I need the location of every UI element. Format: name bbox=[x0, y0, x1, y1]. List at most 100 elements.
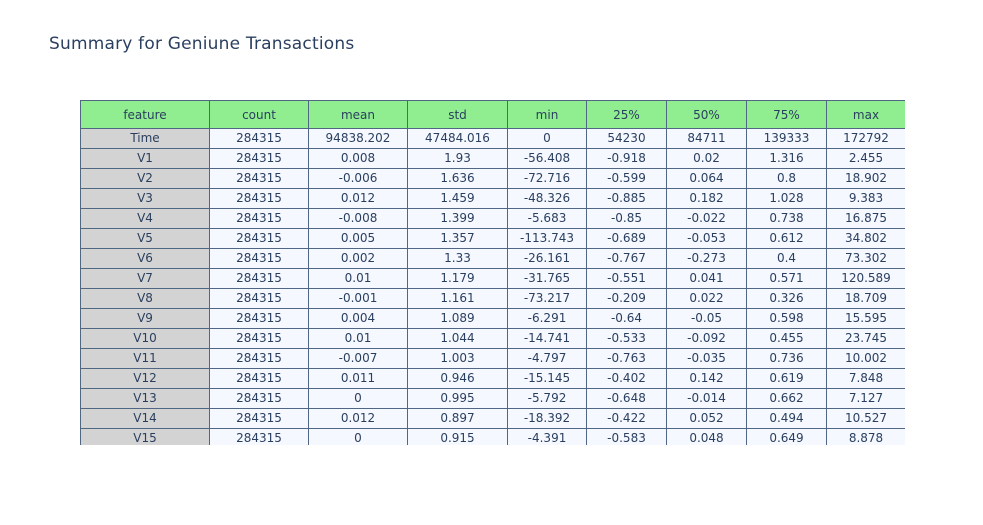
feature-cell: V9 bbox=[80, 308, 210, 329]
value-cell: 284315 bbox=[209, 188, 309, 209]
value-cell: 284315 bbox=[209, 128, 309, 149]
value-cell: 0.649 bbox=[746, 428, 827, 445]
value-cell: -0.008 bbox=[308, 208, 408, 229]
value-cell: 1.179 bbox=[407, 268, 508, 289]
table-row: V8 284315 -0.001 1.161 -73.217 -0.209 0.022 0.3… bbox=[80, 288, 905, 309]
value-cell: 139333 bbox=[746, 128, 827, 149]
value-cell: 0.662 bbox=[746, 388, 827, 409]
value-cell: -0.007 bbox=[308, 348, 408, 369]
value-cell: 0.002 bbox=[308, 248, 408, 269]
value-cell: 0.052 bbox=[666, 408, 747, 429]
value-cell: 9.383 bbox=[826, 188, 905, 209]
value-cell: -0.85 bbox=[586, 208, 667, 229]
value-cell: 284315 bbox=[209, 288, 309, 309]
table-row: V7 284315 0.01 1.179 -31.765 -0.551 0.041 0.571… bbox=[80, 268, 905, 289]
table-row: V3 284315 0.012 1.459 -48.326 -0.885 0.182 1.02… bbox=[80, 188, 905, 209]
value-cell: 2.455 bbox=[826, 148, 905, 169]
value-cell: 18.902 bbox=[826, 168, 905, 189]
column-header: mean bbox=[308, 100, 408, 129]
value-cell: 34.802 bbox=[826, 228, 905, 249]
value-cell: 0.064 bbox=[666, 168, 747, 189]
value-cell: -0.533 bbox=[586, 328, 667, 349]
value-cell: -73.217 bbox=[507, 288, 587, 309]
value-cell: 284315 bbox=[209, 228, 309, 249]
value-cell: 0.01 bbox=[308, 268, 408, 289]
column-header: feature bbox=[80, 100, 210, 129]
feature-cell: V11 bbox=[80, 348, 210, 369]
value-cell: 0.4 bbox=[746, 248, 827, 269]
value-cell: -0.014 bbox=[666, 388, 747, 409]
value-cell: 94838.202 bbox=[308, 128, 408, 149]
value-cell: 1.161 bbox=[407, 288, 508, 309]
value-cell: 0.022 bbox=[666, 288, 747, 309]
value-cell: -5.792 bbox=[507, 388, 587, 409]
value-cell: 15.595 bbox=[826, 308, 905, 329]
value-cell: 1.93 bbox=[407, 148, 508, 169]
feature-cell: V2 bbox=[80, 168, 210, 189]
value-cell: 1.636 bbox=[407, 168, 508, 189]
value-cell: -0.648 bbox=[586, 388, 667, 409]
value-cell: 0.738 bbox=[746, 208, 827, 229]
value-cell: 1.316 bbox=[746, 148, 827, 169]
feature-cell: V10 bbox=[80, 328, 210, 349]
value-cell: 172792 bbox=[826, 128, 905, 149]
value-cell: 1.044 bbox=[407, 328, 508, 349]
value-cell: 284315 bbox=[209, 328, 309, 349]
value-cell: 284315 bbox=[209, 268, 309, 289]
table-row: V13 284315 0 0.995 -5.792 -0.648 -0.014 0.662 7.… bbox=[80, 388, 905, 409]
value-cell: -0.583 bbox=[586, 428, 667, 445]
value-cell: 284315 bbox=[209, 388, 309, 409]
value-cell: 0.048 bbox=[666, 428, 747, 445]
column-header: 50% bbox=[666, 100, 747, 129]
value-cell: 284315 bbox=[209, 428, 309, 445]
value-cell: -0.918 bbox=[586, 148, 667, 169]
value-cell: -0.763 bbox=[586, 348, 667, 369]
table-body: Time 284315 94838.202 47484.016 0 54230 84711 1… bbox=[80, 128, 905, 445]
feature-cell: V1 bbox=[80, 148, 210, 169]
feature-cell: V15 bbox=[80, 428, 210, 445]
value-cell: 0.012 bbox=[308, 188, 408, 209]
column-header: count bbox=[209, 100, 309, 129]
value-cell: 0 bbox=[308, 428, 408, 445]
chart-title: Summary for Geniune Transactions bbox=[49, 34, 355, 54]
value-cell: 284315 bbox=[209, 308, 309, 329]
value-cell: -0.402 bbox=[586, 368, 667, 389]
value-cell: 18.709 bbox=[826, 288, 905, 309]
value-cell: -0.551 bbox=[586, 268, 667, 289]
feature-cell: V13 bbox=[80, 388, 210, 409]
value-cell: 7.848 bbox=[826, 368, 905, 389]
column-header: max bbox=[826, 100, 905, 129]
value-cell: -72.716 bbox=[507, 168, 587, 189]
value-cell: 0 bbox=[308, 388, 408, 409]
value-cell: 284315 bbox=[209, 348, 309, 369]
table-row: V15 284315 0 0.915 -4.391 -0.583 0.048 0.649 8.8… bbox=[80, 428, 905, 445]
column-header: 25% bbox=[586, 100, 667, 129]
value-cell: -0.035 bbox=[666, 348, 747, 369]
value-cell: 0.995 bbox=[407, 388, 508, 409]
value-cell: -26.161 bbox=[507, 248, 587, 269]
feature-cell: V7 bbox=[80, 268, 210, 289]
value-cell: 23.745 bbox=[826, 328, 905, 349]
value-cell: 0.598 bbox=[746, 308, 827, 329]
value-cell: -0.599 bbox=[586, 168, 667, 189]
value-cell: -4.797 bbox=[507, 348, 587, 369]
table-row: V10 284315 0.01 1.044 -14.741 -0.533 -0.092 0.4… bbox=[80, 328, 905, 349]
table-row: V9 284315 0.004 1.089 -6.291 -0.64 -0.05 0.598 1… bbox=[80, 308, 905, 329]
value-cell: 1.089 bbox=[407, 308, 508, 329]
table-row: V14 284315 0.012 0.897 -18.392 -0.422 0.052 0.4… bbox=[80, 408, 905, 429]
value-cell: 0.01 bbox=[308, 328, 408, 349]
value-cell: 0.182 bbox=[666, 188, 747, 209]
table-row: V5 284315 0.005 1.357 -113.743 -0.689 -0.053 0.… bbox=[80, 228, 905, 249]
value-cell: -31.765 bbox=[507, 268, 587, 289]
value-cell: 284315 bbox=[209, 148, 309, 169]
value-cell: -48.326 bbox=[507, 188, 587, 209]
value-cell: 1.357 bbox=[407, 228, 508, 249]
value-cell: 120.589 bbox=[826, 268, 905, 289]
summary-table-container[interactable]: feature count mean std min 25% 50% 75% max Time 2… bbox=[80, 100, 905, 445]
value-cell: 0.8 bbox=[746, 168, 827, 189]
feature-cell: V4 bbox=[80, 208, 210, 229]
value-cell: 0.619 bbox=[746, 368, 827, 389]
value-cell: 84711 bbox=[666, 128, 747, 149]
value-cell: 54230 bbox=[586, 128, 667, 149]
